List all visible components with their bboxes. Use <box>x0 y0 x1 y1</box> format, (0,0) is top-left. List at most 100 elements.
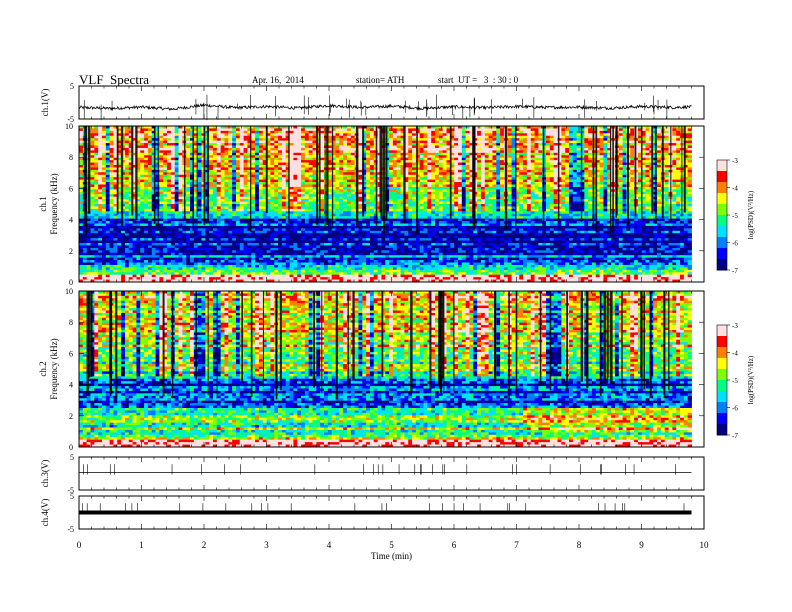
ch1-spectrogram-cell <box>435 174 440 178</box>
ch1-spectrogram-cell <box>457 145 463 149</box>
ch1-spectrogram-cell <box>519 162 524 166</box>
ch1-spectrogram-cell <box>480 128 486 132</box>
ch1-spectrogram-cell <box>136 182 141 185</box>
ch1-spectrogram-cell <box>320 189 325 193</box>
ch1-spectrogram-cell <box>576 191 581 195</box>
ch1-spectrogram-cell <box>366 196 371 200</box>
ch1-spectrogram-cell <box>320 133 325 137</box>
ch1-spectrogram-cell <box>584 165 589 168</box>
ch1-spectrogram-cell <box>144 155 149 159</box>
ch1-spectrogram-cell <box>228 199 233 202</box>
ch1-spectrogram-cell <box>331 189 336 193</box>
ch1-spectrogram-cell <box>523 133 528 137</box>
ch1-spectrogram-cell <box>109 196 114 200</box>
ch1-spectrogram-cell <box>101 194 107 198</box>
ch1-spectrogram-cell <box>331 184 336 188</box>
ch1-spectrogram-cell <box>308 179 313 183</box>
ch1-spectrogram-cell <box>186 172 191 176</box>
ch1-spectrogram-cell <box>243 155 248 159</box>
ch1-spectrogram-cell <box>530 172 535 176</box>
ch1-spectrogram-cell <box>258 174 264 178</box>
ch1-spectrogram-cell <box>343 155 348 159</box>
ch1-spectrogram-cell <box>500 184 505 188</box>
ch1-spectrogram-cell <box>167 184 172 188</box>
ch1-spectrogram-cell <box>136 145 141 149</box>
ch1-spectrogram-cell <box>526 177 532 181</box>
ch1-spectrogram-cell <box>235 165 241 168</box>
ch1-spectrogram-cell <box>572 145 578 149</box>
ch1-spectrogram-cell <box>98 174 103 178</box>
ch1-spectrogram-cell <box>190 189 195 193</box>
ch1-spectrogram-cell <box>331 145 336 149</box>
ch1-spectrogram-cell <box>546 165 551 168</box>
ch1-spectrogram-cell <box>546 140 551 144</box>
ch1-spectrogram-cell <box>193 157 199 161</box>
ch1-spectrogram-cell <box>251 145 256 149</box>
ch1-spectrogram-cell <box>435 152 440 156</box>
ch1-spectrogram-cell <box>90 143 95 146</box>
ch1-spectrogram-cell <box>569 196 574 200</box>
ch1-spectrogram-cell <box>484 186 490 190</box>
ch1-spectrogram-cell <box>576 196 581 200</box>
ch1-spectrogram-cell <box>569 184 574 188</box>
ch1-spectrogram-cell <box>683 196 689 200</box>
ch1-spectrogram-cell <box>389 172 394 176</box>
ch1-spectrogram-cell <box>549 143 555 146</box>
ch1-spectrogram-cell <box>186 140 191 144</box>
ch1-spectrogram-cell <box>580 194 585 198</box>
ch1-spectrogram-cell <box>251 184 256 188</box>
ch1-spectrogram-cell <box>243 196 248 200</box>
ch1-spectrogram-cell <box>94 130 99 134</box>
ch1-spectrogram-cell <box>128 172 133 176</box>
ch1-spectrogram-cell <box>113 150 118 154</box>
ch1-spectrogram-cell <box>220 162 225 166</box>
ch1-spectrogram-cell <box>343 189 348 193</box>
ch1-spectrogram-cell <box>178 179 183 183</box>
ch1-spectrogram-cell <box>622 143 627 146</box>
ch1-spectrogram-cell <box>186 174 191 178</box>
ch1-spectrogram-cell <box>224 177 229 181</box>
ch1-spectrogram-cell <box>174 189 179 193</box>
ch1-spectrogram-cell <box>507 150 512 154</box>
ch1-spectrogram-cell <box>140 182 145 185</box>
ch1-spectrogram-cell <box>595 184 601 188</box>
ch1-spectrogram-cell <box>144 172 149 176</box>
ch1-spectrogram-cell <box>683 155 689 159</box>
ch1-spectrogram-cell <box>396 194 401 198</box>
ch1-spectrogram-cell <box>350 147 356 151</box>
ch1-spectrogram-cell <box>408 150 413 154</box>
ch1-spectrogram-cell <box>90 199 95 202</box>
ch1-spectrogram-cell <box>144 143 149 146</box>
ch1-spectrogram-cell <box>324 177 329 181</box>
ch1-spectrogram-cell <box>132 191 137 195</box>
ch1-spectrogram-cell <box>538 152 543 156</box>
ch1-spectrogram-cell <box>121 194 126 198</box>
ch1-spectrogram-cell <box>389 138 394 142</box>
ch1-spectrogram-cell <box>484 152 490 156</box>
ch1-spectrogram-cell <box>412 155 417 159</box>
ch1-spectrogram-cell <box>557 152 562 156</box>
ch1-spectrogram-cell <box>212 143 218 146</box>
ch1-spectrogram-cell <box>178 138 183 142</box>
ch1-spectrogram-cell <box>79 147 84 151</box>
ch1-spectrogram-cell <box>584 174 589 178</box>
ch1-spectrogram-cell <box>255 199 260 202</box>
ch1-spectrogram-cell <box>607 133 612 137</box>
ch1-spectrogram-cell <box>595 130 601 134</box>
ch1-spectrogram-cell <box>400 177 405 181</box>
ch1-spectrogram-cell <box>94 167 99 171</box>
ch1-spectrogram-cell <box>553 135 558 139</box>
ch1-spectrogram-cell <box>442 172 447 176</box>
ch1-spectrogram-cell <box>435 145 440 149</box>
ch1-spectrogram-cell <box>109 199 114 202</box>
ch1-spectrogram-cell <box>435 189 440 193</box>
ch1-spectrogram-cell <box>450 169 455 173</box>
ch1-spectrogram-cell <box>442 194 447 198</box>
ch1-spectrogram-cell <box>358 133 363 137</box>
ch1-spectrogram-cell <box>630 135 635 139</box>
ch1-spectrogram-cell <box>366 160 371 163</box>
ch1-spectrogram-cell <box>657 143 662 146</box>
ch1-spectrogram-cell <box>645 143 650 146</box>
ch1-spectrogram-cell <box>389 140 394 144</box>
ch1-spectrogram-cell <box>358 189 363 193</box>
